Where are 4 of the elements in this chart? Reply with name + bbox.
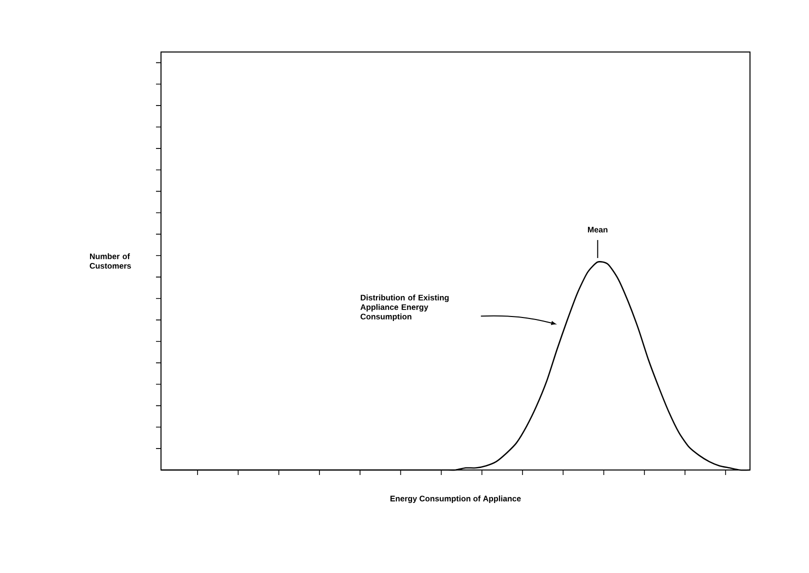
y-axis-title: Number of Customers	[90, 253, 131, 269]
annotation: Distribution of Existing Appliance Energy Consumption	[360, 294, 449, 322]
text: Mean	[588, 226, 608, 232]
x-axis-title: Energy Consumption of Appliance	[390, 496, 521, 504]
